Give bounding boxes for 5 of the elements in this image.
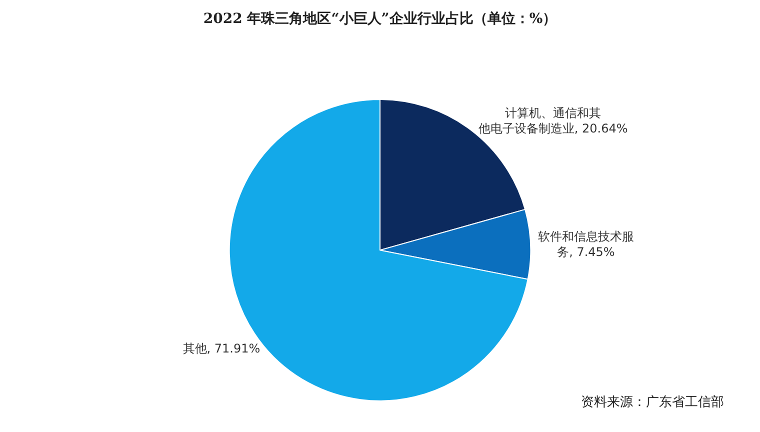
text: 资料来源：广东省工信部: [581, 395, 724, 410]
slice-label: 其他, 71.91%: [182, 342, 260, 356]
chart-title: 2022 年珠三角地区“小巨人”企业行业占比（单位：%）: [203, 10, 557, 27]
slice-label: 软件和信息技术服务, 7.45%: [538, 229, 634, 259]
slice-label: 计算机、通信和其他电子设备制造业, 20.64%: [478, 106, 628, 136]
